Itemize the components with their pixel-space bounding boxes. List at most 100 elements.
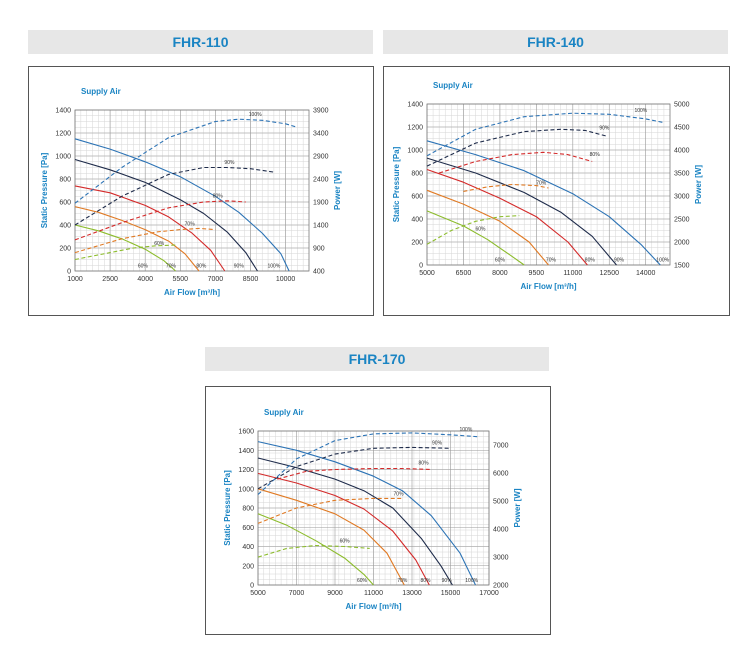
y2-tick-label: 7000 — [493, 443, 509, 450]
y-axis-label: Static Pressure [Pa] — [392, 146, 401, 222]
x-tick-label: 4000 — [137, 276, 153, 283]
y-tick-label: 400 — [242, 544, 254, 551]
power-curve-80pct — [277, 467, 432, 480]
pressure-curve-60pct — [426, 210, 525, 266]
plot-area-frame — [74, 109, 310, 272]
x-tick-label: 12500 — [600, 270, 620, 277]
curve-percent-label: 100% — [249, 112, 262, 118]
curve-percent-label: 80% — [420, 578, 431, 584]
y2-tick-label: 3900 — [313, 108, 329, 115]
y2-tick-label: 3500 — [674, 171, 690, 178]
curve-percent-label: 100% — [465, 578, 478, 584]
y-tick-label: 1200 — [407, 125, 423, 132]
chart-title-fhr-170: FHR-170 — [205, 347, 549, 371]
y2-tick-label: 2500 — [674, 217, 690, 224]
curve-percent-label: 70% — [397, 578, 408, 584]
curve-percent-label: 70% — [185, 222, 196, 228]
x-tick-label: 8000 — [492, 270, 508, 277]
curve-percent-label: 60% — [340, 539, 351, 545]
pressure-curve-100pct — [74, 138, 290, 272]
x-tick-label: 11000 — [563, 270, 582, 277]
power-curve-80pct — [74, 200, 246, 241]
y-tick-label: 1400 — [238, 448, 254, 455]
pressure-curve-90pct — [74, 158, 258, 272]
chart-fhr-170: 5000 7000 9000 11000 13000 15000 17000 0 200 400 6… — [205, 386, 551, 635]
y-tick-label: 800 — [242, 506, 254, 513]
curve-percent-label: 70% — [546, 258, 557, 264]
pressure-curve-80pct — [257, 472, 430, 586]
y2-tick-label: 2000 — [493, 583, 509, 590]
y2-axis-label: Power [W] — [694, 165, 703, 204]
curve-percent-label: 60% — [138, 264, 149, 270]
curve-percent-label: 60% — [475, 227, 486, 233]
pressure-curve-60pct — [257, 513, 374, 586]
curve-percent-label: 60% — [495, 258, 506, 264]
x-tick-label: 7000 — [208, 276, 224, 283]
pressure-curve-100pct — [257, 441, 476, 586]
y2-tick-label: 2900 — [313, 154, 329, 161]
y2-tick-label: 2400 — [313, 177, 329, 184]
y-tick-label: 400 — [59, 223, 71, 230]
curve-percent-label: 100% — [634, 108, 647, 114]
curve-percent-label: 100% — [268, 264, 281, 270]
curve-percent-label: 100% — [656, 258, 669, 264]
x-axis-label: Air Flow [m³/h] — [346, 602, 402, 611]
y-tick-label: 1000 — [238, 486, 254, 493]
power-curve-90pct — [257, 446, 451, 490]
power-curve-100pct — [74, 118, 298, 204]
curve-percent-label: 70% — [536, 181, 547, 187]
y2-tick-label: 2000 — [674, 240, 690, 247]
curve-percent-label: 80% — [590, 152, 601, 158]
x-tick-label: 5000 — [250, 590, 266, 597]
curve-percent-label: 90% — [224, 160, 235, 166]
y-tick-label: 0 — [250, 583, 254, 590]
chart-svg-fhr-170: 5000 7000 9000 11000 13000 15000 17000 0 200 400 6… — [223, 408, 522, 611]
x-tick-label: 8500 — [243, 276, 259, 283]
curve-percent-label: 70% — [166, 264, 177, 270]
curve-percent-label: 80% — [213, 193, 224, 199]
pressure-curve-90pct — [257, 457, 453, 586]
y2-tick-label: 5000 — [674, 102, 690, 109]
x-tick-label: 9500 — [529, 270, 545, 277]
y-tick-label: 800 — [59, 177, 71, 184]
y2-axis-label: Power [W] — [333, 171, 342, 210]
pressure-curve-80pct — [426, 168, 588, 266]
chart-fhr-110: 1000 2500 4000 5500 7000 8500 10000 0 200 400 600 8… — [28, 66, 374, 316]
y2-tick-label: 1500 — [674, 263, 690, 270]
pressure-curve-70pct — [74, 206, 200, 272]
curve-percent-label: 80% — [419, 461, 430, 467]
y-axis-label: Static Pressure [Pa] — [223, 470, 232, 546]
power-curve-70pct — [463, 183, 549, 192]
y2-tick-label: 1900 — [313, 200, 329, 207]
legend-supply-air: Supply Air — [433, 81, 473, 90]
y2-tick-label: 5000 — [493, 499, 509, 506]
curve-percent-label: 100% — [460, 427, 473, 433]
y-tick-label: 1600 — [238, 429, 254, 436]
y-tick-label: 600 — [411, 194, 423, 201]
x-tick-label: 15000 — [441, 590, 461, 597]
x-axis-label: Air Flow [m³/h] — [164, 288, 220, 297]
y-tick-label: 800 — [411, 171, 423, 178]
x-tick-label: 7000 — [289, 590, 305, 597]
power-curve-90pct — [74, 166, 274, 226]
power-curve-70pct — [257, 497, 403, 524]
y-tick-label: 1200 — [55, 131, 71, 138]
x-tick-label: 11000 — [364, 590, 383, 597]
curve-percent-label: 80% — [585, 258, 596, 264]
y-tick-label: 200 — [59, 246, 71, 253]
x-axis-label: Air Flow [m³/h] — [521, 282, 577, 291]
x-tick-label: 6500 — [456, 270, 472, 277]
curve-percent-label: 60% — [154, 241, 165, 247]
x-tick-label: 10000 — [276, 276, 296, 283]
chart-svg-fhr-110: 1000 2500 4000 5500 7000 8500 10000 0 200 400 600 8… — [40, 87, 342, 297]
power-curve-70pct — [74, 227, 216, 254]
x-tick-label: 13000 — [402, 590, 422, 597]
y-tick-label: 200 — [242, 563, 254, 570]
x-tick-label: 1000 — [67, 276, 83, 283]
y-axis-label: Static Pressure [Pa] — [40, 152, 49, 228]
y2-tick-label: 3400 — [313, 131, 329, 138]
y2-tick-label: 6000 — [493, 471, 509, 478]
curve-percent-label: 70% — [394, 491, 405, 497]
y-tick-label: 1200 — [238, 467, 254, 474]
curve-percent-label: 60% — [357, 578, 368, 584]
